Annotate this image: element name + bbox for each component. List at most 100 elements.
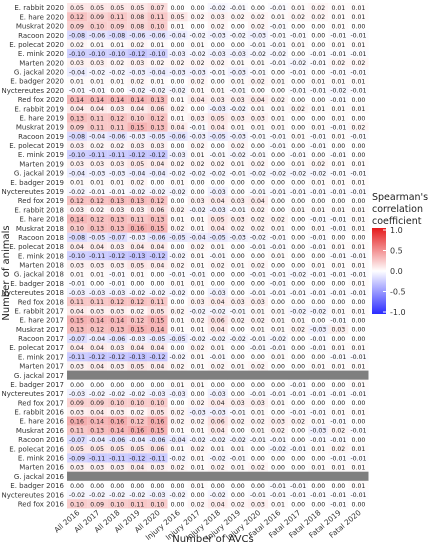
cell-value-label: 0.00 bbox=[271, 382, 285, 389]
heatmap-cell bbox=[268, 150, 289, 160]
heatmap-cell bbox=[247, 278, 268, 288]
heatmap-cell bbox=[288, 444, 309, 454]
heatmap-cell bbox=[288, 195, 309, 206]
cell-value-label: 0.00 bbox=[231, 42, 245, 49]
heatmap-cell bbox=[308, 30, 329, 40]
heatmap-cell bbox=[207, 113, 228, 123]
cell-value-label: -0.03 bbox=[310, 327, 326, 334]
y-tick-label: E. polecat 2020 bbox=[9, 41, 64, 49]
cell-value-label: 0.03 bbox=[231, 115, 245, 122]
heatmap-cell bbox=[268, 30, 289, 40]
heatmap-cell bbox=[328, 150, 349, 160]
heatmap-cell bbox=[147, 104, 168, 114]
cell-value-label: 0.00 bbox=[271, 152, 285, 159]
heatmap-cell bbox=[67, 186, 88, 196]
cell-value-label: -0.01 bbox=[330, 492, 346, 499]
cell-value-label: -0.03 bbox=[210, 207, 226, 214]
heatmap-cell bbox=[167, 39, 188, 49]
heatmap-cell bbox=[167, 499, 188, 509]
cell-value-label: -0.02 bbox=[190, 33, 206, 40]
cell-value-label: 0.01 bbox=[291, 207, 305, 214]
heatmap-cell bbox=[87, 343, 108, 353]
cell-value-label: -0.01 bbox=[270, 42, 286, 49]
heatmap-cell bbox=[107, 48, 128, 59]
cell-value-label: 0.13 bbox=[110, 327, 124, 334]
y-tick-label: Muskrat 2017 bbox=[16, 326, 64, 334]
heatmap-cell bbox=[87, 48, 108, 59]
heatmap-cell bbox=[328, 297, 349, 307]
cell-value-label: 0.00 bbox=[271, 299, 285, 306]
heatmap-cell bbox=[328, 490, 349, 500]
cell-value-label: 0.09 bbox=[70, 23, 84, 30]
cell-value-label: 0.01 bbox=[231, 363, 245, 370]
cell-value-label: 0.01 bbox=[130, 272, 144, 279]
cell-value-label: 0.00 bbox=[311, 69, 325, 76]
cell-value-label: 0.00 bbox=[291, 226, 305, 233]
heatmap-cell bbox=[107, 398, 128, 408]
cell-value-label: 0.01 bbox=[151, 42, 165, 49]
heatmap-cell bbox=[167, 278, 188, 288]
cell-value-label: 0.16 bbox=[130, 226, 144, 233]
heatmap-cell bbox=[87, 3, 108, 13]
cell-value-label: 0.02 bbox=[211, 60, 225, 67]
heatmap-cell bbox=[127, 131, 148, 141]
heatmap-cell bbox=[288, 30, 309, 40]
heatmap-cell bbox=[107, 168, 128, 178]
cell-value-label: 0.02 bbox=[291, 327, 305, 334]
cell-value-label: 0.00 bbox=[251, 180, 265, 187]
heatmap-cell bbox=[107, 462, 128, 472]
heatmap-cell bbox=[308, 67, 329, 77]
cell-value-label: -0.12 bbox=[149, 354, 165, 361]
heatmap-cell bbox=[187, 94, 208, 105]
cell-value-label: 0.01 bbox=[191, 152, 205, 159]
heatmap-cell bbox=[187, 490, 208, 500]
cell-value-label: -0.02 bbox=[310, 170, 326, 177]
cell-value-label: -0.03 bbox=[210, 106, 226, 113]
cell-value-label: 0.01 bbox=[271, 327, 285, 334]
heatmap-cell bbox=[268, 122, 289, 132]
cell-value-label: 0.11 bbox=[151, 14, 165, 21]
heatmap-cell bbox=[328, 352, 349, 362]
heatmap-cell bbox=[328, 58, 349, 68]
heatmap-cell bbox=[308, 388, 329, 399]
heatmap-cell bbox=[308, 12, 329, 22]
cell-value-label: 0.00 bbox=[331, 198, 345, 205]
heatmap-cell bbox=[167, 398, 188, 408]
cell-value-label: 0.01 bbox=[311, 446, 325, 453]
cell-value-label: 0.01 bbox=[352, 79, 366, 86]
heatmap-cell bbox=[87, 67, 108, 77]
heatmap-cell bbox=[187, 85, 208, 95]
cell-value-label: 0.02 bbox=[191, 60, 205, 67]
heatmap-cell bbox=[348, 177, 369, 187]
heatmap-cell bbox=[207, 260, 228, 270]
cell-value-label: 0.11 bbox=[90, 299, 104, 306]
heatmap-cell bbox=[87, 12, 108, 22]
cell-value-label: 0.00 bbox=[231, 492, 245, 499]
heatmap-cell bbox=[187, 140, 208, 151]
cell-value-label: 0.10 bbox=[110, 501, 124, 508]
cell-value-label: -0.01 bbox=[330, 272, 346, 279]
cell-value-label: 0.00 bbox=[311, 97, 325, 104]
heatmap-cell bbox=[187, 333, 208, 344]
heatmap-cell bbox=[87, 21, 108, 31]
cell-value-label: 0.00 bbox=[110, 483, 124, 490]
heatmap-cell bbox=[67, 379, 88, 389]
heatmap-cell bbox=[247, 462, 268, 472]
cell-value-label: 0.01 bbox=[352, 14, 366, 21]
cell-value-label: -0.01 bbox=[330, 455, 346, 462]
y-tick-label: G. jackal 2019 bbox=[14, 170, 64, 178]
cell-value-label: -0.11 bbox=[149, 455, 165, 462]
cell-value-label: 0.00 bbox=[231, 382, 245, 389]
heatmap-cell bbox=[288, 352, 309, 362]
heatmap-cell bbox=[328, 361, 349, 371]
heatmap-cell bbox=[87, 214, 108, 224]
heatmap-cell bbox=[328, 407, 349, 417]
heatmap-cell bbox=[67, 67, 88, 77]
heatmap-cell bbox=[227, 223, 248, 233]
heatmap-cell bbox=[328, 21, 349, 31]
cell-value-label: -0.02 bbox=[129, 492, 145, 499]
cell-value-label: 0.02 bbox=[70, 42, 84, 49]
heatmap-cell bbox=[187, 278, 208, 288]
heatmap-cell bbox=[107, 241, 128, 252]
cell-value-label: 0.02 bbox=[171, 161, 185, 168]
